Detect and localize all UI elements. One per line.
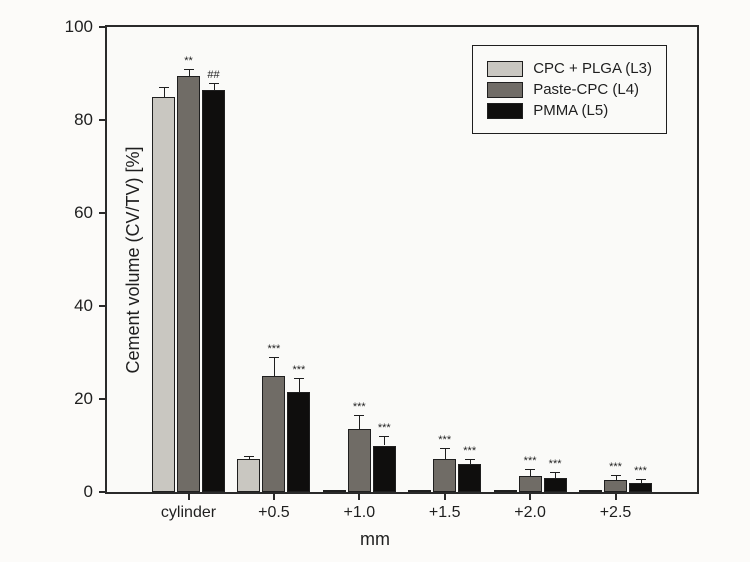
error-cap [184,69,194,70]
significance-label: *** [292,364,305,376]
error-cap [269,357,279,358]
bar [287,392,310,492]
error-cap [244,456,254,457]
y-tick [99,491,107,493]
y-tick-label: 60 [74,203,93,223]
x-tick [444,492,446,500]
y-tick-label: 100 [65,17,93,37]
error-cap [525,469,535,470]
legend-label: CPC + PLGA (L3) [533,60,652,77]
significance-label: *** [378,422,391,434]
x-tick [615,492,617,500]
error-bar [274,357,275,376]
plot-area: CPC + PLGA (L3) Paste-CPC (L4) PMMA (L5)… [105,25,699,494]
legend-swatch [487,103,523,119]
x-tick [273,492,275,500]
legend-swatch [487,61,523,77]
x-tick [529,492,531,500]
error-bar [164,87,165,96]
x-tick-label: cylinder [161,504,216,522]
chart-container: CPC + PLGA (L3) Paste-CPC (L4) PMMA (L5)… [0,0,750,562]
bar [519,476,542,492]
significance-label: *** [463,445,476,457]
legend-item: Paste-CPC (L4) [487,81,652,98]
error-bar [530,469,531,476]
significance-label: *** [609,461,622,473]
bar [237,459,260,492]
y-tick [99,119,107,121]
error-bar [445,448,446,460]
error-cap [354,415,364,416]
significance-label: ** [184,55,193,67]
y-tick [99,398,107,400]
bar [579,490,602,492]
error-bar [214,83,215,90]
significance-label: *** [267,343,280,355]
y-tick [99,305,107,307]
y-tick-label: 20 [74,389,93,409]
x-tick-label: +2.5 [600,504,632,522]
legend-item: CPC + PLGA (L3) [487,60,652,77]
significance-label: *** [353,401,366,413]
error-cap [209,83,219,84]
error-bar [189,69,190,76]
legend: CPC + PLGA (L3) Paste-CPC (L4) PMMA (L5) [472,45,667,134]
y-tick-label: 0 [84,482,93,502]
legend-label: PMMA (L5) [533,102,608,119]
error-cap [611,475,621,476]
bar [629,483,652,492]
error-cap [159,87,169,88]
error-cap [379,436,389,437]
bar [544,478,567,492]
x-tick [188,492,190,500]
error-cap [294,378,304,379]
significance-label: *** [524,455,537,467]
x-tick [358,492,360,500]
bar [433,459,456,492]
significance-label: *** [549,458,562,470]
legend-item: PMMA (L5) [487,102,652,119]
x-tick-label: +1.0 [344,504,376,522]
bar [458,464,481,492]
error-bar [384,436,385,445]
error-bar [359,415,360,429]
y-tick-label: 40 [74,296,93,316]
bar [373,446,396,493]
bar [604,480,627,492]
bar [348,429,371,492]
significance-label: ## [207,69,219,81]
significance-label: *** [438,434,451,446]
error-cap [440,448,450,449]
y-tick [99,26,107,28]
legend-label: Paste-CPC (L4) [533,81,639,98]
y-tick-label: 80 [74,110,93,130]
x-axis-label: mm [360,529,390,550]
error-cap [465,459,475,460]
y-axis-label: Cement volume (CV/TV) [%] [123,146,144,373]
x-tick-label: +1.5 [429,504,461,522]
x-tick-label: +0.5 [258,504,290,522]
bar [202,90,225,492]
error-cap [550,472,560,473]
bar [323,490,346,492]
x-tick-label: +2.0 [514,504,546,522]
error-bar [299,378,300,392]
significance-label: *** [634,465,647,477]
bar [177,76,200,492]
bar [494,490,517,492]
bar [262,376,285,492]
y-tick [99,212,107,214]
error-cap [636,479,646,480]
bar [152,97,175,492]
bar [408,490,431,492]
legend-swatch [487,82,523,98]
